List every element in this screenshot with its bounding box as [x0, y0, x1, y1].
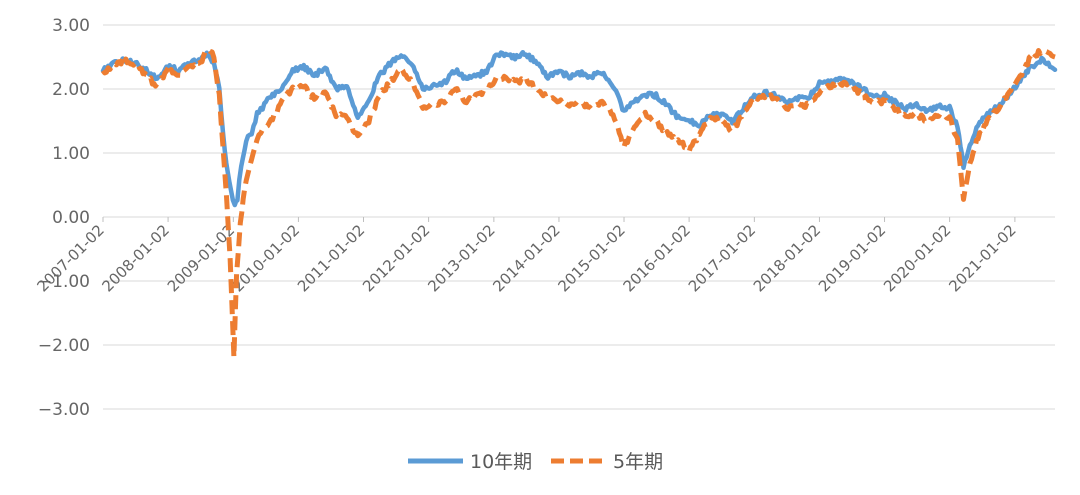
x-tick-label: 2021-01-02 [945, 221, 1019, 295]
y-tick-label: 2.00 [52, 80, 90, 100]
y-tick-label: −3.00 [38, 400, 90, 420]
x-tick-label: 2015-01-02 [554, 221, 628, 295]
series-line-0 [100, 49, 1058, 208]
y-tick-label: 0.00 [52, 208, 90, 228]
legend-label: 5年期 [613, 451, 663, 473]
y-tick-label: −2.00 [38, 336, 90, 356]
y-tick-label: −1.00 [38, 272, 90, 292]
x-axis-ticks: 2007-01-022008-01-022009-01-022010-01-02… [33, 217, 1020, 295]
legend-label: 10年期 [470, 451, 532, 473]
x-tick-label: 2013-01-02 [424, 221, 498, 295]
x-tick-label: 2009-01-02 [164, 221, 238, 295]
gridlines [103, 24, 1055, 410]
x-tick-label: 2017-01-02 [685, 221, 759, 295]
legend: 10年期 5年期 [408, 451, 663, 473]
x-tick-label: 2014-01-02 [489, 221, 563, 295]
x-tick-label: 2018-01-02 [750, 221, 824, 295]
y-tick-label: 1.00 [52, 144, 90, 164]
series-lines [100, 47, 1058, 360]
y-axis-ticks: 3.00 2.00 1.00 0.00 −1.00 −2.00 −3.00 [38, 16, 90, 420]
x-tick-label: 2011-01-02 [294, 221, 368, 295]
x-tick-label: 2008-01-02 [99, 221, 173, 295]
series-line-1 [100, 47, 1056, 360]
x-tick-label: 2020-01-02 [880, 221, 954, 295]
y-tick-label: 3.00 [52, 16, 90, 36]
x-tick-label: 2016-01-02 [620, 221, 694, 295]
x-tick-label: 2012-01-02 [359, 221, 433, 295]
x-tick-label: 2019-01-02 [815, 221, 889, 295]
